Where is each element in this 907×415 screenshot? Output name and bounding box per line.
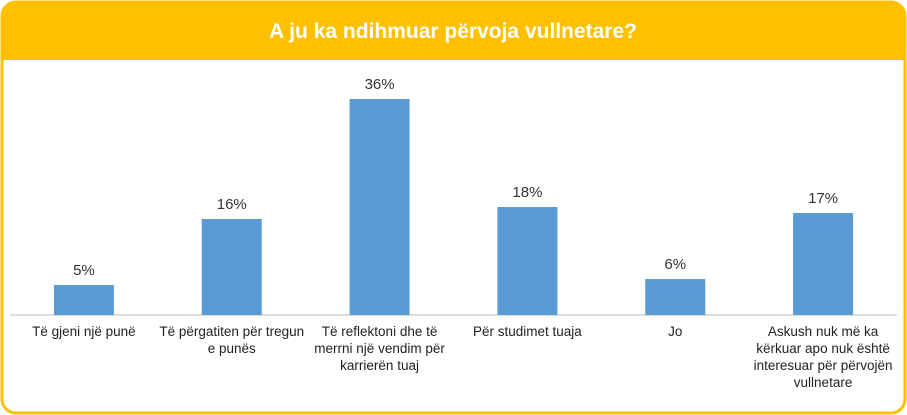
bar bbox=[497, 207, 558, 315]
bar bbox=[349, 99, 410, 315]
category-label: Të reflektoni dhe të merrni një vendim p… bbox=[314, 324, 445, 373]
category-label: Të gjeni një punë bbox=[32, 324, 136, 339]
bar bbox=[53, 285, 114, 315]
bar bbox=[201, 219, 262, 315]
header bbox=[2, 2, 905, 60]
data-label: 18% bbox=[512, 184, 542, 201]
bar bbox=[645, 279, 706, 315]
data-label: 17% bbox=[808, 190, 838, 207]
data-label: 5% bbox=[73, 262, 95, 279]
data-label: 6% bbox=[664, 256, 686, 273]
category-label: Për studimet tuaja bbox=[473, 324, 582, 339]
bar bbox=[793, 213, 854, 315]
data-label: 16% bbox=[217, 196, 247, 213]
category-label: Jo bbox=[668, 324, 683, 339]
category-label: Të përgatiten për tregun e punës bbox=[159, 324, 305, 356]
chart-title: A ju ka ndihmuar përvoja vullnetare? bbox=[269, 20, 637, 43]
data-label: 36% bbox=[365, 76, 395, 93]
category-label: Askush nuk më ka kërkuar apo nuk është i… bbox=[753, 324, 893, 390]
